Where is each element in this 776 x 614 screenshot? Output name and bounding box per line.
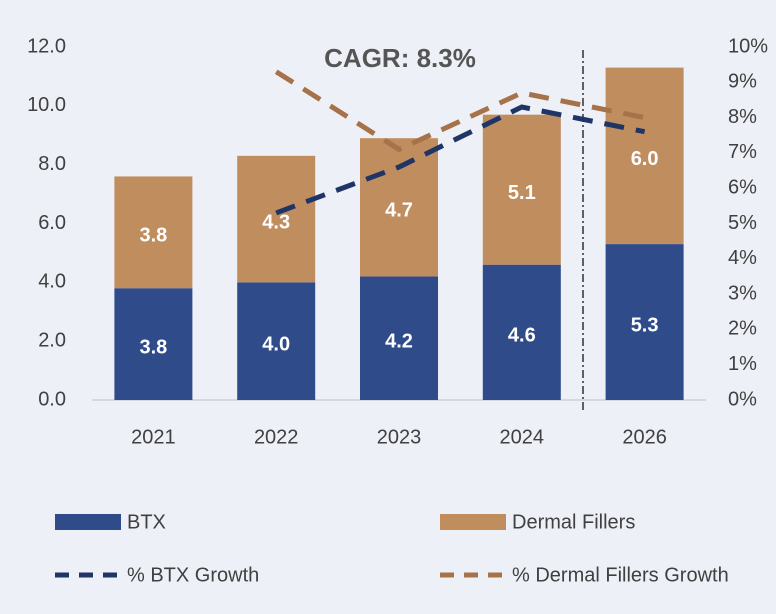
y2-tick-label: 5% xyxy=(728,212,757,234)
y2-tick-label: 4% xyxy=(728,247,757,269)
bar-segment xyxy=(114,176,193,289)
y-tick-label: 10.0 xyxy=(27,94,66,116)
legend-swatch xyxy=(440,514,506,530)
y-tick-label: 2.0 xyxy=(38,329,66,351)
bar-segment xyxy=(237,155,316,283)
y-tick-label: 4.0 xyxy=(38,271,66,293)
bar-segment xyxy=(605,67,684,245)
data-label: 3.8 xyxy=(139,336,167,358)
legend-swatch xyxy=(55,514,121,530)
bar-segment xyxy=(114,288,193,400)
data-label: 5.1 xyxy=(508,182,536,204)
bar-segment xyxy=(482,114,561,265)
x-tick-label: 2024 xyxy=(500,426,545,448)
line-series xyxy=(274,69,646,153)
data-label: 4.3 xyxy=(262,211,290,233)
x-tick-label: 2021 xyxy=(131,426,176,448)
bar-segment xyxy=(360,138,438,277)
y2-tick-label: 3% xyxy=(728,282,757,304)
bar-segment xyxy=(482,264,561,400)
y2-tick-label: 6% xyxy=(728,176,757,198)
x-tick-label: 2022 xyxy=(254,426,299,448)
y2-tick-label: 1% xyxy=(728,353,757,375)
y2-tick-label: 8% xyxy=(728,106,757,128)
bar-segment xyxy=(237,282,316,400)
line-series xyxy=(275,104,646,216)
y2-tick-label: 7% xyxy=(728,141,757,163)
x-tick-label: 2026 xyxy=(622,426,667,448)
bar-segment xyxy=(605,244,684,400)
y2-tick-label: 10% xyxy=(728,35,768,57)
data-label: 3.8 xyxy=(139,225,167,247)
legend-label: % BTX Growth xyxy=(127,564,259,586)
y2-tick-label: 0% xyxy=(728,388,757,410)
y-tick-label: 0.0 xyxy=(38,388,66,410)
annotation: CAGR: 8.3% xyxy=(324,43,476,73)
y-tick-label: 8.0 xyxy=(38,153,66,175)
data-label: 4.6 xyxy=(508,325,536,347)
y2-tick-label: 9% xyxy=(728,71,757,93)
data-label: 4.7 xyxy=(385,200,413,222)
legend-label: BTX xyxy=(127,511,166,533)
legend-label: % Dermal Fillers Growth xyxy=(512,564,729,586)
data-label: 4.2 xyxy=(385,331,413,353)
y-tick-label: 12.0 xyxy=(27,35,66,57)
bar-segment xyxy=(360,276,438,400)
data-label: 4.0 xyxy=(262,333,290,355)
y-tick-label: 6.0 xyxy=(38,212,66,234)
data-label: 5.3 xyxy=(631,314,659,336)
legend-label: Dermal Fillers xyxy=(512,511,635,533)
data-label: 6.0 xyxy=(631,148,659,170)
y2-tick-label: 2% xyxy=(728,318,757,340)
x-tick-label: 2023 xyxy=(377,426,422,448)
